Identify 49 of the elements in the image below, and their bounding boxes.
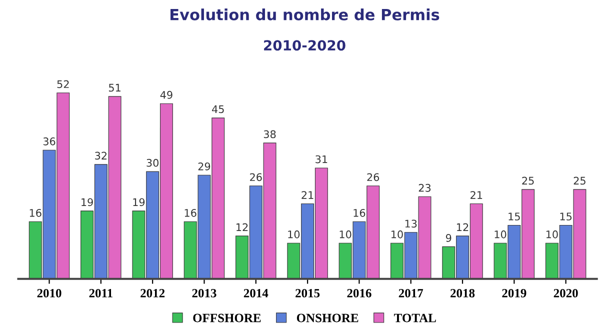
legend-label: ONSHORE <box>296 314 358 322</box>
data-label: 19 <box>82 198 93 206</box>
data-label: 12 <box>236 223 248 232</box>
x-tick-label: 2012 <box>140 288 165 298</box>
data-label: 25 <box>574 176 586 185</box>
data-label: 32 <box>95 152 107 160</box>
data-label: 10 <box>288 230 300 238</box>
data-label: 10 <box>546 230 558 238</box>
chart-title: Evolution du nombre de Permis <box>170 8 440 20</box>
x-tick-label: 2018 <box>450 288 475 298</box>
data-label: 51 <box>108 84 120 92</box>
data-label: 29 <box>198 162 210 170</box>
legend-label: OFFSHORE <box>193 314 261 322</box>
data-label: 10 <box>494 230 506 238</box>
data-label: 49 <box>160 90 172 99</box>
x-tick-label: 2015 <box>296 288 320 298</box>
legend-label: TOTAL <box>394 314 436 322</box>
data-label: 15 <box>560 212 572 220</box>
data-label: 19 <box>133 198 145 206</box>
x-tick-label: 2019 <box>502 288 526 298</box>
data-label: 12 <box>457 223 468 232</box>
data-label: 13 <box>405 220 417 228</box>
x-tick-label: 2014 <box>244 288 268 298</box>
data-label: 16 <box>30 208 42 217</box>
data-label: 21 <box>302 191 314 199</box>
data-label: 38 <box>264 130 276 138</box>
data-label: 36 <box>43 137 56 146</box>
x-tick-label: 2011 <box>89 288 112 298</box>
data-label: 31 <box>316 155 328 164</box>
x-tick-label: 2017 <box>398 288 424 298</box>
x-tick-label: 2010 <box>37 288 62 298</box>
data-label: 26 <box>250 173 262 182</box>
data-label: 15 <box>508 212 520 220</box>
data-label: 23 <box>418 184 431 192</box>
data-label: 30 <box>146 158 159 167</box>
data-label: 21 <box>470 191 482 199</box>
data-label: 45 <box>212 105 224 114</box>
data-label: 10 <box>340 230 352 238</box>
data-label: 9 <box>446 234 452 242</box>
chart-subtitle: 2010-2020 <box>264 40 346 51</box>
data-label: 52 <box>57 80 69 88</box>
data-label: 16 <box>184 208 196 217</box>
data-label: 26 <box>367 173 380 182</box>
x-tick-label: 2020 <box>554 288 578 298</box>
data-label: 16 <box>354 208 366 217</box>
x-tick-label: 2016 <box>347 288 372 298</box>
data-label: 25 <box>522 176 534 185</box>
x-tick-label: 2013 <box>192 288 216 298</box>
data-label: 10 <box>391 230 403 238</box>
